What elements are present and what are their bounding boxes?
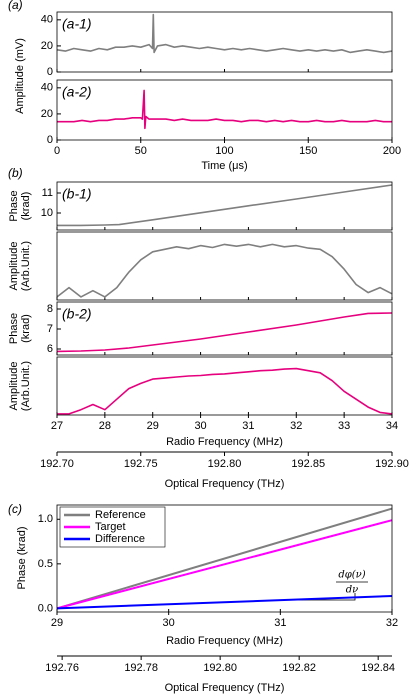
x2-tick-label: 192.80: [203, 662, 237, 674]
x2-tick-label: 192.82: [282, 662, 316, 674]
y-axis-label: Phase: [8, 190, 20, 221]
slope-triangle: [298, 593, 356, 601]
y-axis-label: (krad): [20, 192, 32, 221]
x-tick-label: 32: [386, 617, 398, 629]
legend-label: Target: [95, 521, 126, 533]
y-tick-label: 6: [47, 343, 53, 355]
annotation-numerator: dφ(ν): [338, 570, 365, 581]
y-tick-label: 0.5: [38, 558, 53, 570]
x-axis-label: Time (μs): [201, 160, 247, 172]
data-line: [56, 13, 393, 54]
panel-label: (a): [8, 0, 23, 12]
plot-frame: [56, 356, 393, 416]
data-line: [57, 89, 392, 130]
subplot-label: (a-2): [62, 84, 92, 100]
x-tick-label: 30: [194, 420, 206, 432]
y-axis-label: Amplitude: [8, 362, 20, 411]
y-tick-label: 0.0: [38, 602, 53, 614]
x-tick-label: 30: [163, 617, 175, 629]
y-axis-label: (Arb.Unit.): [20, 241, 32, 291]
subplot-label: (b-2): [62, 306, 92, 322]
plot-frame: [56, 301, 393, 356]
y-axis-label: (Arb.Unit.): [20, 361, 32, 411]
data-line: [56, 312, 393, 353]
x-tick-label: 34: [386, 420, 398, 432]
y-tick-label: 8: [47, 303, 53, 315]
plot-frame: [56, 231, 393, 301]
data-line: [56, 243, 393, 298]
y-axis-label: Phase (krad): [16, 527, 28, 590]
legend-label: Reference: [95, 509, 146, 521]
x2-tick-label: 192.70: [40, 458, 74, 470]
x-tick-label: 29: [51, 617, 63, 629]
x-tick-label: 150: [299, 145, 317, 157]
x2-tick-label: 192.84: [361, 662, 395, 674]
x-tick-label: 28: [99, 420, 111, 432]
y-tick-label: 10: [41, 207, 53, 219]
plot-frame: [56, 11, 393, 73]
y-axis-label: (krad): [20, 314, 32, 343]
data-line: [56, 519, 393, 610]
panel-label: (c): [8, 502, 22, 516]
x-axis-label: Radio Frequency (MHz): [166, 436, 283, 448]
y-tick-label: 0: [47, 134, 53, 146]
y-tick-label: 0: [47, 66, 53, 78]
annotation-denominator: dν: [346, 585, 358, 596]
y-tick-label: 1.0: [38, 513, 53, 525]
x2-axis-label: Optical Frequency (THz): [165, 478, 285, 490]
y-tick-label: 7: [47, 323, 53, 335]
legend-label: Difference: [95, 533, 145, 545]
y-tick-label: 40: [41, 82, 53, 94]
data-line: [56, 595, 393, 610]
x2-tick-label: 192.90: [375, 458, 409, 470]
y-axis-label: Amplitude: [8, 242, 20, 291]
y-tick-label: 11: [42, 187, 53, 199]
x-tick-label: 33: [338, 420, 350, 432]
x2-axis-label: Optical Frequency (THz): [165, 682, 285, 694]
x2-tick-label: 192.76: [45, 662, 79, 674]
x2-tick-label: 192.78: [124, 662, 158, 674]
y-axis-label: Phase: [8, 313, 20, 344]
panel-label: (b): [8, 166, 23, 180]
subplot-label: (a-1): [62, 16, 92, 32]
x-tick-label: 32: [290, 420, 302, 432]
x2-tick-label: 192.85: [291, 458, 325, 470]
plot-frame: [56, 79, 393, 141]
subplot-label: (b-1): [62, 186, 92, 202]
y-tick-label: 20: [41, 108, 53, 120]
plot-frame: [56, 181, 393, 231]
x-tick-label: 0: [54, 145, 60, 157]
plot-frame: [56, 504, 393, 613]
x-tick-label: 200: [383, 145, 401, 157]
data-line: [57, 367, 393, 415]
data-line: [56, 507, 393, 610]
x-axis-label: Radio Frequency (MHz): [166, 635, 283, 647]
x-tick-label: 31: [274, 617, 286, 629]
x-tick-label: 29: [147, 420, 159, 432]
y-tick-label: 20: [41, 40, 53, 52]
data-line: [57, 184, 393, 227]
y-axis-label: Amplitude (mV): [14, 38, 26, 114]
x-tick-label: 100: [215, 145, 233, 157]
x-tick-label: 50: [135, 145, 147, 157]
x-tick-label: 27: [51, 420, 63, 432]
x2-tick-label: 192.80: [208, 458, 242, 470]
x2-tick-label: 192.75: [124, 458, 158, 470]
x-tick-label: 31: [242, 420, 254, 432]
y-tick-label: 40: [41, 14, 53, 26]
